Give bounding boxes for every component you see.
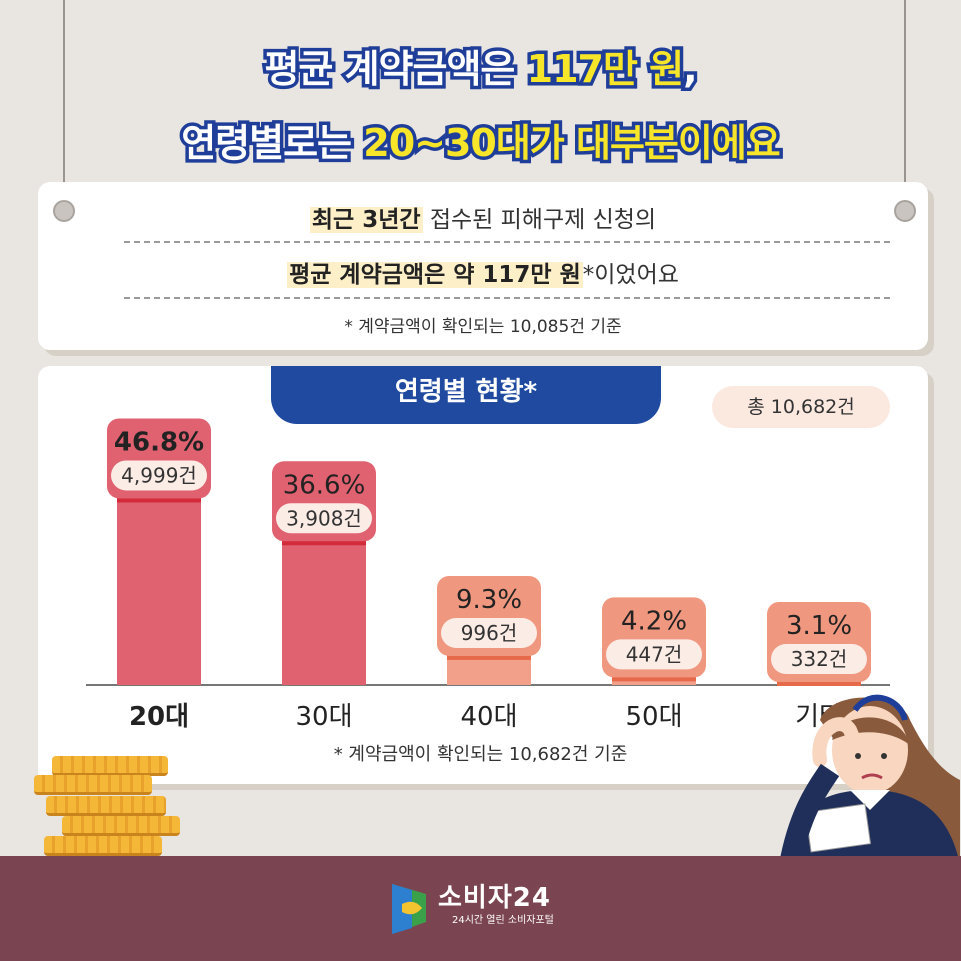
bar-count-pill <box>441 617 537 648</box>
bar-value-label: 36.6% <box>283 470 366 500</box>
consumer24-logo-icon <box>392 884 426 934</box>
divider <box>124 297 890 299</box>
hanging-string-right <box>904 0 906 205</box>
category-label: 20대 <box>129 702 189 732</box>
category-label: 30대 <box>295 702 352 732</box>
summary-line-2: 평균 계약금액은 약 117만 원*이었어요 <box>287 262 679 288</box>
bar-count-label: 4,999건 <box>121 463 197 487</box>
total-count-pill: 총 10,682건 <box>712 386 890 428</box>
bar-count-label: 3,908건 <box>286 506 362 530</box>
bar <box>117 488 201 685</box>
footer-band <box>0 856 961 961</box>
category-label: 50대 <box>625 702 682 732</box>
chart-tab-title: 연령별 현황* <box>271 366 661 424</box>
bar-count-pill <box>276 503 372 534</box>
title-line-1: 평균 계약금액은 117만 원, <box>261 44 701 95</box>
bar-count-label: 447건 <box>626 642 683 666</box>
footer-brand: 소비자24 <box>438 883 551 913</box>
summary-card: 최근 3년간 접수된 피해구제 신청의 평균 계약금액은 약 117만 원*이었… <box>38 182 928 350</box>
divider <box>124 241 890 243</box>
bar-value-label: 46.8% <box>114 427 204 457</box>
worried-person-illustration <box>779 694 960 865</box>
pin-right <box>894 200 916 222</box>
bar-count-label: 332건 <box>791 647 848 671</box>
bar-count-pill <box>606 639 702 670</box>
bar-count-label: 996건 <box>461 621 518 645</box>
category-label: 40대 <box>460 702 517 732</box>
bar-value-label: 3.1% <box>786 611 852 641</box>
bar-value-label: 9.3% <box>456 585 522 615</box>
summary-note: * 계약금액이 확인되는 10,085건 기준 <box>344 317 622 337</box>
pin-left <box>53 200 75 222</box>
bar-count-pill <box>111 460 207 491</box>
hanging-string-left <box>63 0 65 205</box>
title-line-2: 연령별로는 20~30대가 대부분이에요 <box>178 118 785 169</box>
summary-line-1: 최근 3년간 접수된 피해구제 신청의 <box>309 207 657 233</box>
bar-value-label: 4.2% <box>621 606 687 636</box>
bar-count-pill <box>771 643 867 674</box>
chart-note: * 계약금액이 확인되는 10,682건 기준 <box>333 744 628 765</box>
footer-subtitle: 24시간 열린 소비자포털 <box>452 915 554 926</box>
bar <box>282 531 366 685</box>
